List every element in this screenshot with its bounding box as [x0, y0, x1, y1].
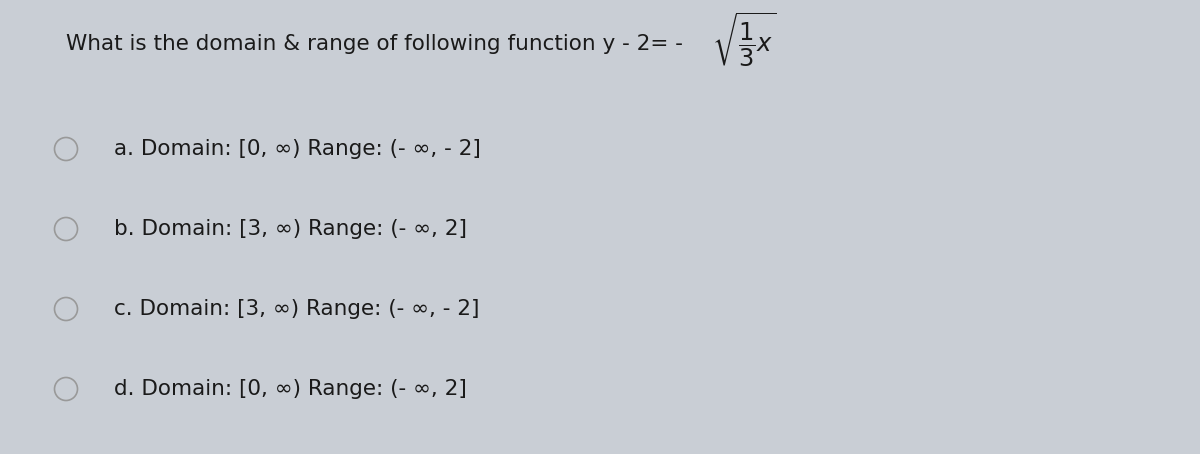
Text: b. Domain: [3, ∞) Range: (- ∞, 2]: b. Domain: [3, ∞) Range: (- ∞, 2] [114, 219, 467, 239]
Circle shape [54, 217, 78, 241]
Circle shape [54, 297, 78, 321]
Text: $\sqrt{\dfrac{1}{3}x}$: $\sqrt{\dfrac{1}{3}x}$ [712, 10, 776, 68]
Text: a. Domain: [0, ∞) Range: (- ∞, - 2]: a. Domain: [0, ∞) Range: (- ∞, - 2] [114, 139, 481, 159]
Text: d. Domain: [0, ∞) Range: (- ∞, 2]: d. Domain: [0, ∞) Range: (- ∞, 2] [114, 379, 467, 399]
Circle shape [54, 138, 78, 161]
Text: What is the domain & range of following function y - 2= -: What is the domain & range of following … [66, 34, 683, 54]
Circle shape [54, 377, 78, 400]
Text: c. Domain: [3, ∞) Range: (- ∞, - 2]: c. Domain: [3, ∞) Range: (- ∞, - 2] [114, 299, 480, 319]
